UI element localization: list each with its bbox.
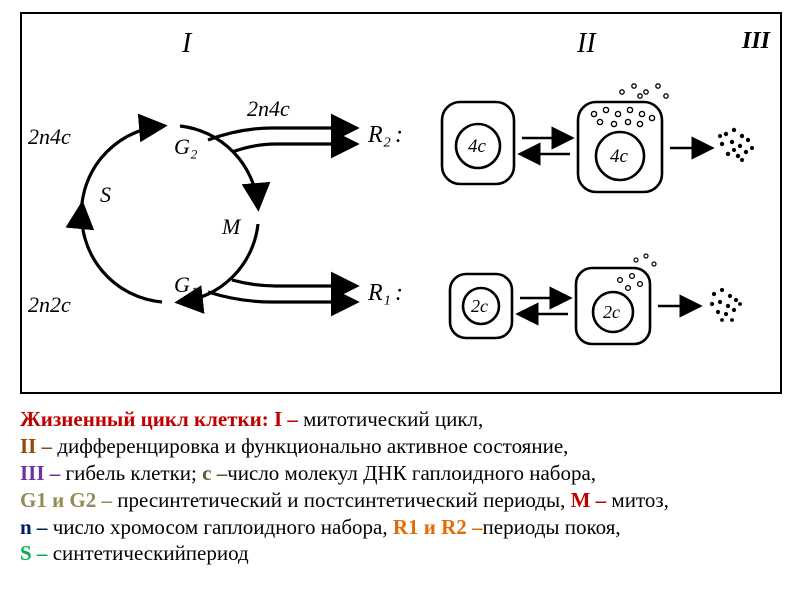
label-R1: R₁: [367,280,403,306]
cap-5-c: R1 и R2 – [393,515,483,539]
caption-line-1: Жизненный цикл клетки: I – митотический … [20,406,778,433]
label-M: M [221,214,242,239]
cap-5-a: n – [20,515,53,539]
caption-line-6: S – синтетическийпериод [20,540,778,567]
label-R2: R₂: [367,122,403,148]
granules-2c-outside [634,254,656,266]
cap-5-b: число хромосом гаплоидного набора, [53,515,393,539]
cell-4c-plain-label: 4c [468,136,487,157]
cap-3-d: число молекул ДНК гаплоидного набора, [227,461,596,485]
cap-4-a: G1 и G2 – [20,488,117,512]
cell-2c-secreting-label: 2c [603,302,620,322]
granules-4c-inside [591,107,654,126]
caption-line-3: III – гибель клетки; c –число молекул ДН… [20,460,778,487]
caption-line-2: II – дифференцировка и функционально акт… [20,433,778,460]
cap-2-head: II – [20,434,57,458]
cell-4c-secreting-label: 4c [610,146,629,167]
death-cluster-bottom [710,288,742,322]
cap-1-head: Жизненный цикл клетки: I – [20,407,303,431]
caption-line-4: G1 и G2 – пресинтетический и постсинтети… [20,487,778,514]
arrows-4c [522,138,570,154]
death-cluster-top [718,128,754,162]
cap-4-d: митоз, [611,488,668,512]
cap-2-tail: дифференцировка и функционально активное… [57,434,568,458]
diagram-frame: I II III G₂ S M G₁ 2n4c 2n2c [20,12,782,394]
cap-6-b: синтетическийпериод [53,541,249,565]
cell-cycle-diagram: I II III G₂ S M G₁ 2n4c 2n2c [22,14,780,392]
caption-line-5: n – число хромосом гаплоидного набора, R… [20,514,778,541]
cap-3-a: III – [20,461,66,485]
cap-3-c: c – [202,461,227,485]
arrows-2c [520,298,568,314]
caption: Жизненный цикл клетки: I – митотический … [20,406,778,567]
cap-4-c: M – [571,488,612,512]
cell-2c-plain-label: 2c [471,296,488,316]
label-2n4c-left: 2n4c [28,124,71,149]
cap-3-b: гибель клетки; [66,461,203,485]
cap-6-a: S – [20,541,53,565]
label-2n4c-top: 2n4c [247,96,290,121]
section-II-label: II [576,28,597,59]
cap-4-b: пресинтетический и постсинтетический пер… [117,488,570,512]
granules-4c-outside [620,84,668,98]
label-G1: G₁ [174,272,198,297]
cap-1-tail: митотический цикл, [303,407,483,431]
section-III-label: III [741,28,772,54]
section-I-label: I [181,28,193,59]
label-G2: G₂ [174,134,198,159]
label-S: S [100,182,111,207]
label-2n2c-left: 2n2c [28,292,71,317]
granules-2c-inside [618,274,643,291]
cap-5-d: периоды покоя, [483,515,621,539]
